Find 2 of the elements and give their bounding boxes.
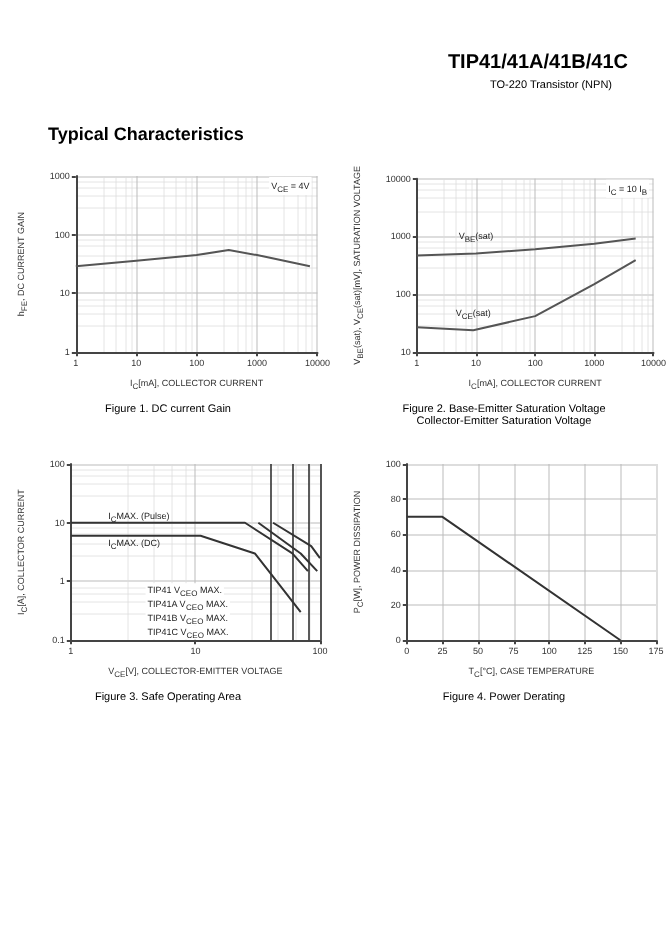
text: TIP41/41A/41B/41C bbox=[447, 52, 628, 74]
text: Typical Characteristics bbox=[48, 124, 244, 144]
